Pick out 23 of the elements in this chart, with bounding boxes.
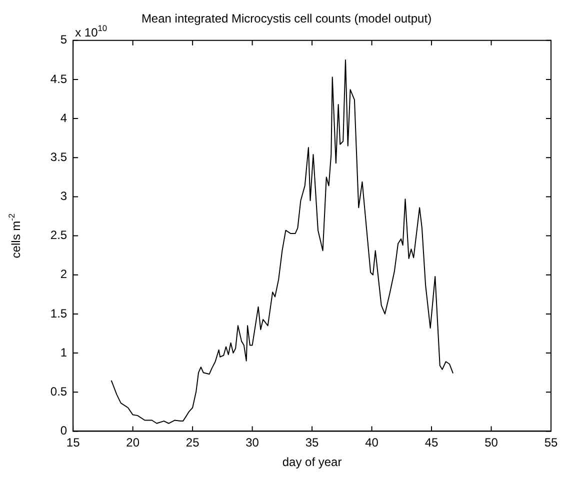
x-tick-label: 50 <box>484 436 498 450</box>
y-tick-label: 2 <box>60 267 68 282</box>
x-tick-label: 15 <box>66 436 80 450</box>
x-axis-title: day of year <box>282 455 342 470</box>
y-axis-title: cells m-2 <box>6 213 23 258</box>
y-tick-label: 1 <box>60 345 68 360</box>
x-tick-label: 55 <box>544 436 558 450</box>
y-tick-label: 5 <box>60 32 68 47</box>
y-tick-label: 0.5 <box>50 384 68 398</box>
y-tick-label: 4 <box>60 110 68 125</box>
x-tick-label: 20 <box>126 436 140 450</box>
x-tick-label: 30 <box>246 436 260 450</box>
y-tick-label: 2.5 <box>50 228 68 242</box>
x-tick-label: 40 <box>365 436 379 450</box>
y-tick-label: 0 <box>60 424 68 438</box>
chart-title: Mean integrated Microcystis cell counts (model output) <box>141 12 432 26</box>
x-tick-label: 45 <box>424 436 439 450</box>
y-tick-label: 3.5 <box>50 150 68 164</box>
y-tick-label: 3 <box>60 189 68 204</box>
x-tick-label: 25 <box>186 436 200 450</box>
y-tick-label: 1.5 <box>50 306 68 320</box>
y-tick-label: 4.5 <box>50 72 68 86</box>
x-tick-label: 35 <box>305 436 320 450</box>
